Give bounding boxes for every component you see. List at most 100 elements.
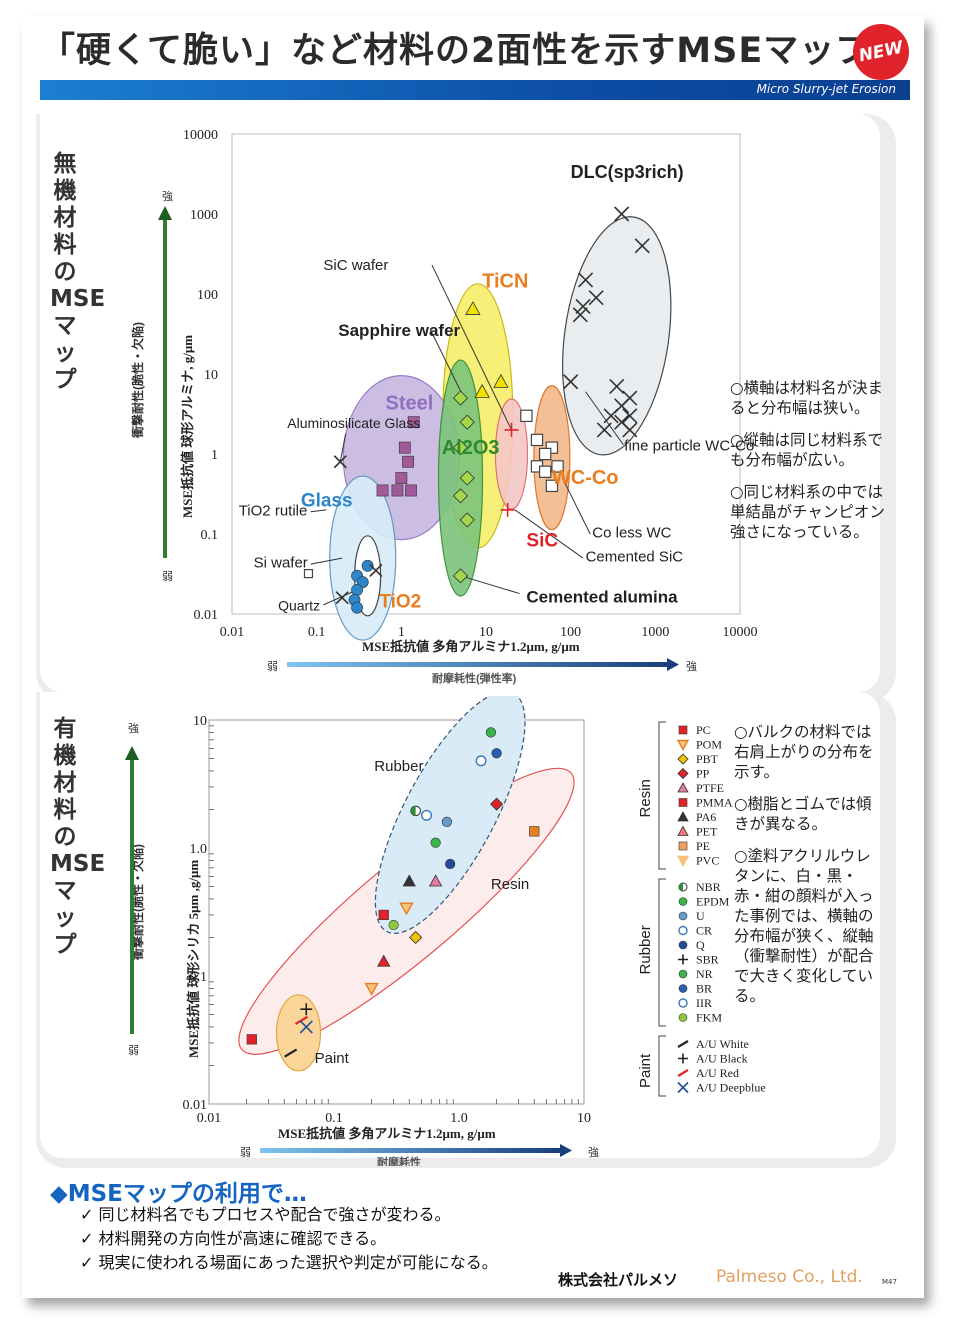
chart1-label-tio2: TiO2 [379,592,421,613]
chart1-leader-quartz [323,589,358,606]
legend-marker-audeepblue [677,1081,689,1094]
legend-label: A/U White [696,1037,749,1051]
chart2-point-pmma [377,954,391,967]
chart2-point-pp [490,797,504,811]
legend-label: PA6 [696,810,716,824]
chart2-point-pc [246,1034,257,1045]
chart2-point-q [445,858,456,870]
sheet: 「硬くて脆い」など材料の2面性を示すMSEマップ NEW Micro Slurr… [22,16,924,1298]
legend-label: SBR [696,953,719,967]
chart1-regions [329,216,672,641]
legend-label: EPDM [696,895,730,909]
legend-marker-aured [677,1069,689,1077]
legend-label: A/U Black [696,1052,748,1066]
chart2-point-pbt [409,930,423,945]
legend-label: POM [696,738,722,752]
chart1-ticks: 0.01 0.1 1 10 100 1000 10000 0.01 0.1 1 10 100 1000 1… [183,128,758,640]
legend-label: PET [696,825,718,839]
legend-label: PE [696,839,710,853]
legend-marker-pmma [678,798,688,807]
chart2-point-pc [378,909,389,921]
legend-label: PMMA [696,796,733,810]
legend-marker-iir [678,998,688,1008]
chart1-leader-sapphire [429,329,465,399]
chart1-y-tick: 0.1 [201,528,219,543]
chart1-x-arrow-label: 耐摩耗性(弾性率) [432,671,517,685]
chart2-point-pom2 [399,902,414,916]
legend-marker-pa6 [677,811,689,822]
chart1-label-tio2-rutile: TiO2 rutile [239,503,308,520]
chart1-point-ticn [474,383,490,398]
chart1-label-aluminosilicate: Aluminosilicate Glass [287,415,420,431]
title-bar: Micro Slurry-jet Erosion [40,80,910,100]
chart1-point-dlcsp3rich [614,206,630,222]
chart1-label-steel: Steel [385,392,433,414]
chart1-x-tick: 1000 [641,625,669,640]
organic-side-title: 有機材料のMSEマップ [50,716,106,958]
chart1-point-wcco [545,441,559,454]
chart1-x-tick: 0.1 [308,625,326,640]
chart2-labels: Rubber Resin Paint [315,758,530,1067]
chart2-label-rubber: Rubber [374,758,423,775]
legend-label: PVC [696,854,719,868]
chart2-y-arrow-head [125,746,139,760]
chart2-x-label: MSE抵抗値 多角アルミナ1.2μm, g/μm [278,1126,496,1141]
chart1-point-steel [391,484,404,497]
chart1-point-al2o3 [452,568,469,584]
chart1-leader-si-wafer [310,557,343,565]
legend-marker-q [678,940,688,950]
organic-note-1: ○バルクの材料では右肩上がりの分布を示す。 [734,723,874,781]
company-name-en: Palmeso Co., Ltd. [716,1267,863,1287]
chart2-point-u [441,816,452,827]
chart2-point-ptfe [428,874,443,887]
legend-label: FKM [696,1011,722,1025]
inorganic-notes: ○横軸は材料名が決まると分布幅は狭い。 ○縦軸は同じ材料系でも分布幅が広い。 ○… [730,378,890,554]
chart1-x-tick: 1 [398,625,405,640]
chart1-y-tick: 1 [211,448,218,463]
chart2-x-strong: 強 [588,1146,599,1159]
chart2-x-tick: 0.01 [197,1111,222,1126]
chart1-x-weak: 弱 [267,660,278,673]
organic-notes: ○バルクの材料では右肩上がりの分布を示す。 ○樹脂とゴムでは傾きが異なる。 ○塗… [734,722,884,1018]
chart1-label-wcco: WC-Co [552,467,619,489]
chart1-point-steel [398,441,411,454]
chart1-point-steel [395,472,408,484]
legend-marker-pp [677,767,689,780]
chart2-label-paint: Paint [315,1050,350,1067]
chart2-point-epdm [430,837,441,848]
chart2-point-br [491,748,502,759]
legend-label: PC [696,723,711,737]
chart1-point-dlcsp3rich [596,422,612,438]
footer-heading: ◆MSEマップの利用で… [50,1181,307,1207]
legend-marker-pet [677,825,689,836]
chart1-point-ticn [465,301,481,315]
organic-mse-map: 衝撃耐性(脆性・欠陥) 強 弱 MSE抵抗値 球形シリカ 5μm ,g/μm 0… [125,696,766,1166]
chart1-label-sic: SiC [526,530,558,551]
legend-marker-br [678,984,688,993]
chart1-point-ticn [493,373,509,388]
legend-marker-pvc [676,855,690,867]
chart1-label-sapphire: Sapphire wafer [338,321,460,340]
legend-label: PTFE [696,781,724,795]
chart1-point-dlcsp3rich [578,272,594,288]
legend-bracket-paint [658,1035,666,1097]
legend-label: U [696,909,705,923]
chart1-point-steel [407,416,420,429]
footer-bullets: ✓ 同じ材料名でもプロセスや配合で強さが変わる。 ✓ 材料開発の方向性が高速に確… [80,1203,498,1275]
chart1-label-co-less-wc: Co less WC [592,525,671,542]
chart1-point-si-wafer [303,568,314,579]
chart2-y-tick: 0.01 [183,1098,208,1113]
chart1-x-label: MSE抵抗値 多角アルミナ1.2μm, g/μm [362,639,580,654]
chart1-label-sic-wafer: SiC wafer [323,257,388,274]
chart1-region-wcco [533,385,571,531]
chart1-x-tick: 10000 [723,625,758,640]
chart1-leader-co-less-wc [562,477,591,535]
chart1-point-steel [402,455,414,468]
legend-marker-auwhite [677,1040,689,1048]
inorganic-note-2: ○縦軸は同じ材料系でも分布幅が広い。 [730,431,884,469]
chart1-y-tick: 0.01 [194,608,219,623]
chart2-x-arrow-head [560,1144,572,1157]
chart2-point-nbr-half [410,806,416,816]
inorganic-side-title: 無機材料のMSEマップ [50,151,106,393]
chart1-y-tick: 10000 [183,128,218,143]
